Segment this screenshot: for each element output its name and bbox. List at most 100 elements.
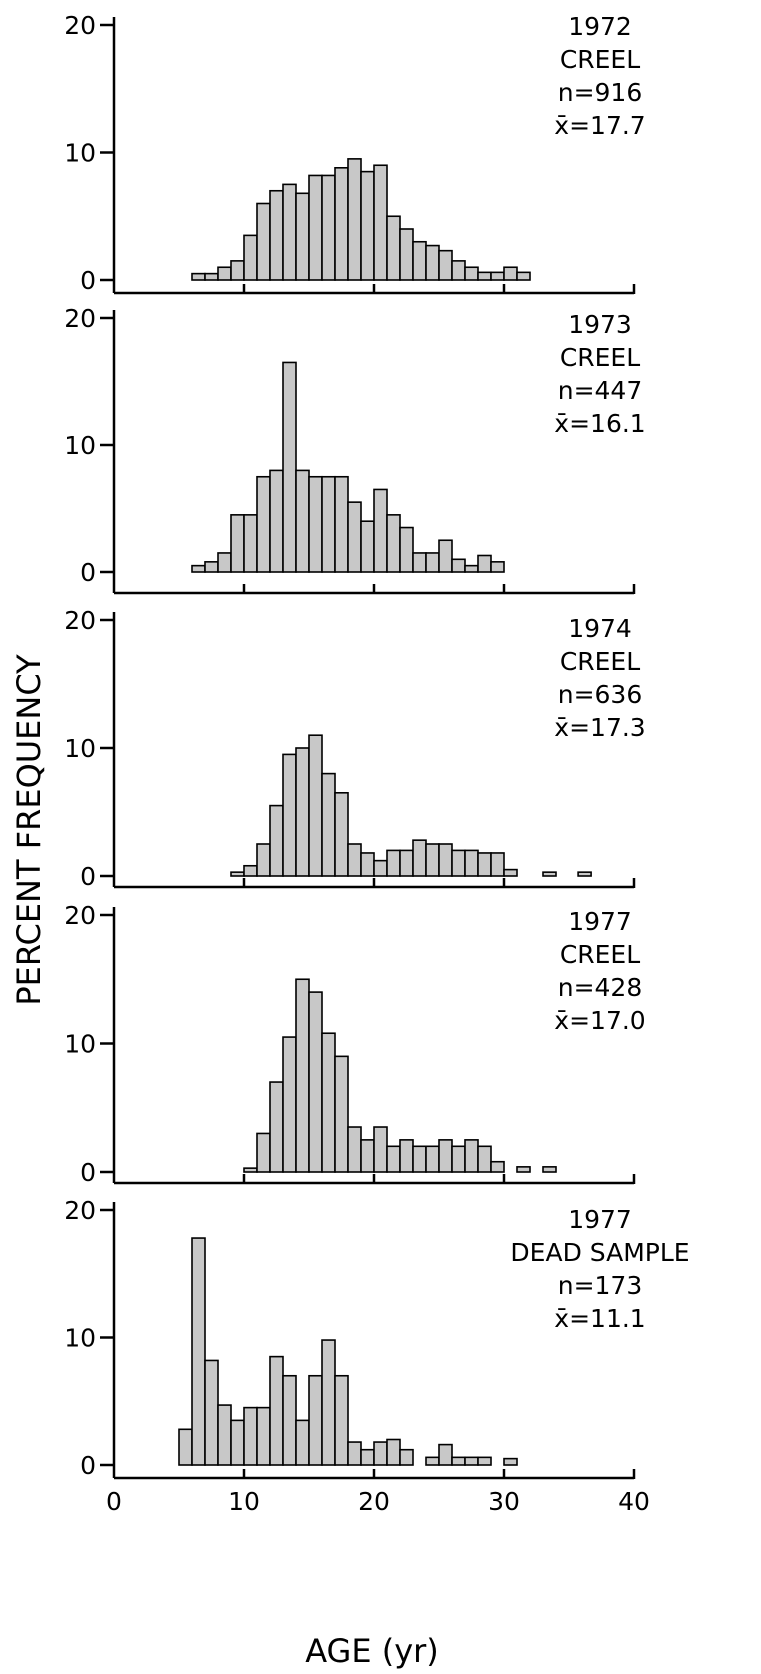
- histogram-bar: [308, 1374, 323, 1466]
- histogram-bar: [347, 1441, 362, 1466]
- histogram-bar: [347, 1126, 362, 1173]
- histogram-bar: [438, 539, 453, 573]
- panel-label-line: DEAD SAMPLE: [510, 1238, 689, 1267]
- histogram-bar: [204, 1359, 219, 1466]
- y-tick-label: 10: [64, 431, 96, 460]
- histogram-bar: [204, 272, 219, 281]
- histogram-bar: [542, 871, 557, 877]
- histogram-bar: [386, 849, 401, 877]
- histogram-bar: [282, 183, 297, 281]
- histogram-bar: [373, 164, 388, 281]
- histogram-bar: [243, 864, 258, 877]
- histogram-bar: [451, 849, 466, 877]
- histogram-bar: [295, 469, 310, 573]
- histogram-bar: [577, 871, 592, 877]
- histogram-bar: [334, 1374, 349, 1466]
- histogram-bar: [347, 158, 362, 281]
- y-tick-label: 20: [64, 606, 96, 635]
- panel-5: 0 10 20 1977 DEAD SAMPLE n=173 x̄=11.1: [64, 1196, 689, 1480]
- histogram-bar: [464, 1456, 479, 1466]
- panel-label-line: x̄=17.3: [554, 713, 645, 742]
- histogram-bar: [360, 170, 375, 281]
- histogram-bar: [490, 271, 505, 281]
- y-tick-label: 10: [64, 734, 96, 763]
- histogram-bar: [464, 266, 479, 281]
- histogram-bar: [243, 1167, 258, 1173]
- histogram-bar: [308, 734, 323, 877]
- histogram-bar: [477, 1145, 492, 1173]
- histogram-bar: [360, 852, 375, 877]
- panel-label-line: n=636: [558, 680, 643, 709]
- histogram-bar: [347, 501, 362, 573]
- panel-label-line: CREEL: [560, 940, 640, 969]
- histogram-bar: [334, 167, 349, 281]
- histogram-bar: [217, 1404, 232, 1466]
- panel-label-line: 1977: [568, 907, 632, 936]
- y-tick-label: 20: [64, 1196, 96, 1225]
- y-tick-label: 20: [64, 304, 96, 333]
- histogram-bar: [269, 189, 284, 281]
- panel-label-line: x̄=17.0: [554, 1006, 645, 1035]
- panel-label-line: x̄=16.1: [554, 409, 645, 438]
- histogram-bar: [399, 228, 414, 281]
- histogram-bar: [399, 1139, 414, 1173]
- y-tick-label: 0: [80, 1451, 96, 1480]
- histogram-bar: [399, 526, 414, 573]
- histogram-bar: [503, 266, 518, 281]
- histogram-bar: [451, 1456, 466, 1466]
- histogram-bar: [230, 514, 245, 573]
- y-tick-label: 0: [80, 266, 96, 295]
- histogram-bar: [425, 1145, 440, 1173]
- x-tick-label: 0: [106, 1487, 122, 1516]
- histogram-bar: [425, 1456, 440, 1466]
- histogram-bar: [451, 558, 466, 573]
- histogram-bar: [295, 747, 310, 877]
- histogram-bar: [464, 849, 479, 877]
- histogram-bar: [334, 475, 349, 573]
- histogram-bar: [191, 1237, 206, 1466]
- histogram-bar: [230, 871, 245, 877]
- y-tick-label: 0: [80, 1158, 96, 1187]
- x-tick-label: 10: [228, 1487, 260, 1516]
- histogram-bar: [191, 564, 206, 573]
- histogram-bar: [178, 1428, 193, 1466]
- panel-label-line: n=428: [558, 973, 643, 1002]
- panel-2: 0 10 20 1973 CREEL n=447 x̄=16.1: [64, 304, 646, 595]
- histogram-bar: [438, 249, 453, 281]
- histogram-bar: [386, 514, 401, 573]
- histogram-bar: [321, 1339, 336, 1466]
- histogram-bar: [503, 1457, 518, 1466]
- histogram-bar: [308, 991, 323, 1173]
- histogram-bar: [386, 1145, 401, 1173]
- histogram-bar: [360, 520, 375, 573]
- panel-label-line: x̄=17.7: [554, 111, 645, 140]
- histogram-bar: [451, 1145, 466, 1173]
- histogram-bar: [386, 1438, 401, 1466]
- panel-label-line: n=173: [558, 1271, 643, 1300]
- histogram-bar: [256, 475, 271, 573]
- histogram-bar: [295, 1419, 310, 1466]
- histogram-bar: [425, 244, 440, 281]
- histogram-bar: [230, 260, 245, 281]
- y-tick-label: 10: [64, 1030, 96, 1059]
- panel-1: 0 10 20 1972 CREEL n=916 x̄=17.7: [64, 11, 646, 295]
- histogram-bar: [269, 804, 284, 877]
- panel-label-line: n=447: [558, 376, 643, 405]
- panel-label-line: 1973: [568, 310, 632, 339]
- x-tick-label: 30: [488, 1487, 520, 1516]
- panel-label-line: 1977: [568, 1205, 632, 1234]
- histogram-bar: [516, 271, 531, 281]
- histogram-bar: [438, 1443, 453, 1466]
- x-axis-title: AGE (yr): [305, 1632, 439, 1670]
- histogram-bar: [243, 1406, 258, 1466]
- histogram-bar: [425, 552, 440, 573]
- histogram-bar: [373, 1441, 388, 1466]
- histogram-bar: [360, 1448, 375, 1466]
- histogram-bar: [282, 753, 297, 877]
- panel-label-line: CREEL: [560, 45, 640, 74]
- histogram-bar: [321, 772, 336, 877]
- histogram-bar: [477, 554, 492, 573]
- histogram-bar: [386, 215, 401, 281]
- panel-4: 0 10 20 1977 CREEL n=428 x̄=17.0: [64, 901, 646, 1187]
